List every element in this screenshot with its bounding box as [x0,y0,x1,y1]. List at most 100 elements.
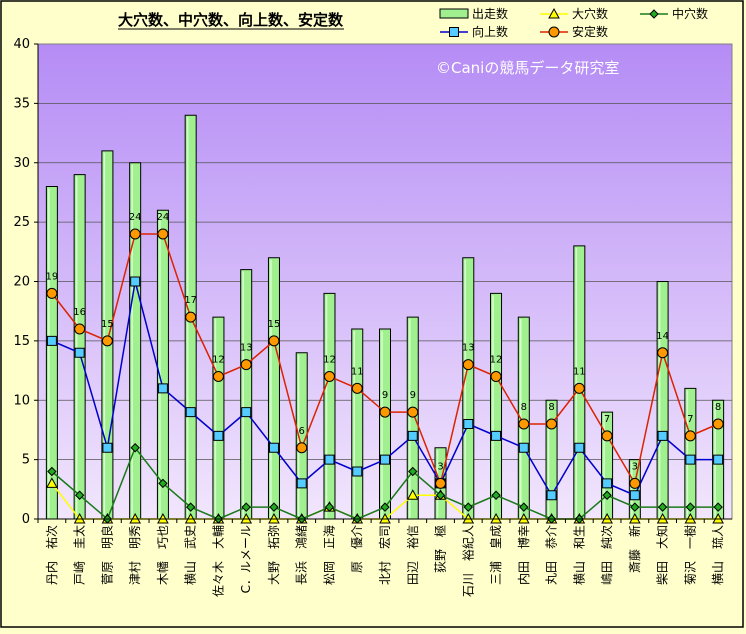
line-marker [102,442,113,453]
x-tick-label: 田辺 裕信 [405,525,420,585]
line-marker [712,418,724,430]
line-marker [548,7,560,19]
bar [351,328,364,520]
watermark-text: ©Caniの競馬データ研究室 [436,59,619,77]
x-tick-label: 石川 裕紀人 [460,525,475,597]
line-marker [380,454,390,465]
data-label: 19 [46,271,59,282]
line-marker [352,466,363,477]
line-marker [519,502,529,512]
line-marker [130,276,141,287]
line-marker [574,442,585,453]
data-label: 12 [323,355,336,366]
line-marker [546,490,557,501]
legend-label: 出走数 [472,6,508,21]
line-marker [47,466,57,477]
y-tick-label: 20 [13,275,30,290]
data-label: 11 [351,366,364,377]
y-tick-label: 15 [13,334,30,349]
data-label: 12 [490,355,503,366]
line-marker [491,430,502,441]
x-tick-label: 大野 拓弥 [266,525,281,585]
line-marker [684,430,696,442]
line-marker [518,418,530,430]
bar [73,174,86,520]
line-marker [630,502,640,512]
legend-label: 向上数 [472,24,508,39]
line-marker [629,477,641,489]
x-tick-label: 佐々木 大輔 [211,525,225,597]
data-label: 7 [604,414,610,425]
bar [656,281,669,520]
line-marker [46,477,58,488]
x-tick-label: 菊沢 一樹 [683,525,697,585]
line-marker [380,502,390,512]
legend-label: 大穴数 [572,6,608,21]
line-marker [602,478,613,489]
data-label: 3 [437,461,443,472]
line-marker [212,371,224,382]
line-marker [435,477,447,489]
data-label: 11 [573,366,586,377]
line-marker [269,502,279,512]
line-marker [185,407,196,418]
line-marker [685,502,696,512]
bar [573,245,586,520]
line-marker [649,9,659,19]
line-marker [213,430,224,441]
line-marker [130,443,140,453]
line-marker [379,406,391,418]
axes: 0 5 10 15 20 25 30 35 40 丹内 祐次 戸崎 圭太 菅原 明良 津村 明秀 木幡 巧… [13,37,732,597]
line-marker [241,502,251,512]
line-marker [462,359,474,371]
line-marker [463,419,474,429]
x-tick-label: 嶋田 純次 [600,525,614,585]
line-marker [74,323,86,335]
line-marker [657,347,669,359]
line-marker [548,26,560,38]
bar [323,292,336,520]
data-label: 16 [73,307,86,318]
y-tick-label: 25 [13,215,30,230]
bar [490,292,503,520]
x-tick-label: 津村 明秀 [128,525,142,585]
line-marker [406,489,419,500]
line-marker [518,442,529,453]
x-tick-label: 横山 和生 [572,525,586,585]
data-label: 6 [299,426,305,437]
data-label: 24 [157,212,170,223]
x-tick-label: 丹内 祐次 [45,525,59,585]
legend-swatch [439,8,469,19]
line-marker [158,478,168,489]
y-tick-label: 35 [13,96,30,111]
x-tick-label: 松岡 正海 [321,525,336,585]
line-marker [324,502,335,512]
data-label: 13 [240,343,253,354]
line-marker [268,442,279,453]
line-marker [407,406,419,418]
x-tick-label: 柴田 大知 [656,525,670,585]
line-marker [629,490,640,501]
line-marker [546,418,558,430]
x-tick-label: 三浦 皇成 [489,525,503,585]
x-tick-label: 北村 宏司 [377,525,392,585]
line-marker [324,454,335,465]
line-marker [185,311,197,323]
data-label: 9 [410,390,416,401]
x-tick-label: 原 優介 [350,525,364,573]
line-marker [713,502,723,512]
legend-label: 安定数 [572,24,608,39]
data-label: 15 [101,319,114,330]
line-marker [296,442,308,454]
line-marker [713,454,724,465]
line-marker [490,371,502,382]
data-labels: 19 16 15 24 24 17 12 13 15 6 12 11 9 9 3 13 12 8 8 11 7 3 14 7 8 [46,212,722,472]
data-label: 24 [129,212,142,223]
x-tick-label: C．ルメール [239,525,253,593]
data-label: 14 [656,331,669,342]
data-label: 9 [382,390,388,401]
markers [46,228,724,524]
x-tick-label: 戸崎 圭太 [72,525,87,585]
